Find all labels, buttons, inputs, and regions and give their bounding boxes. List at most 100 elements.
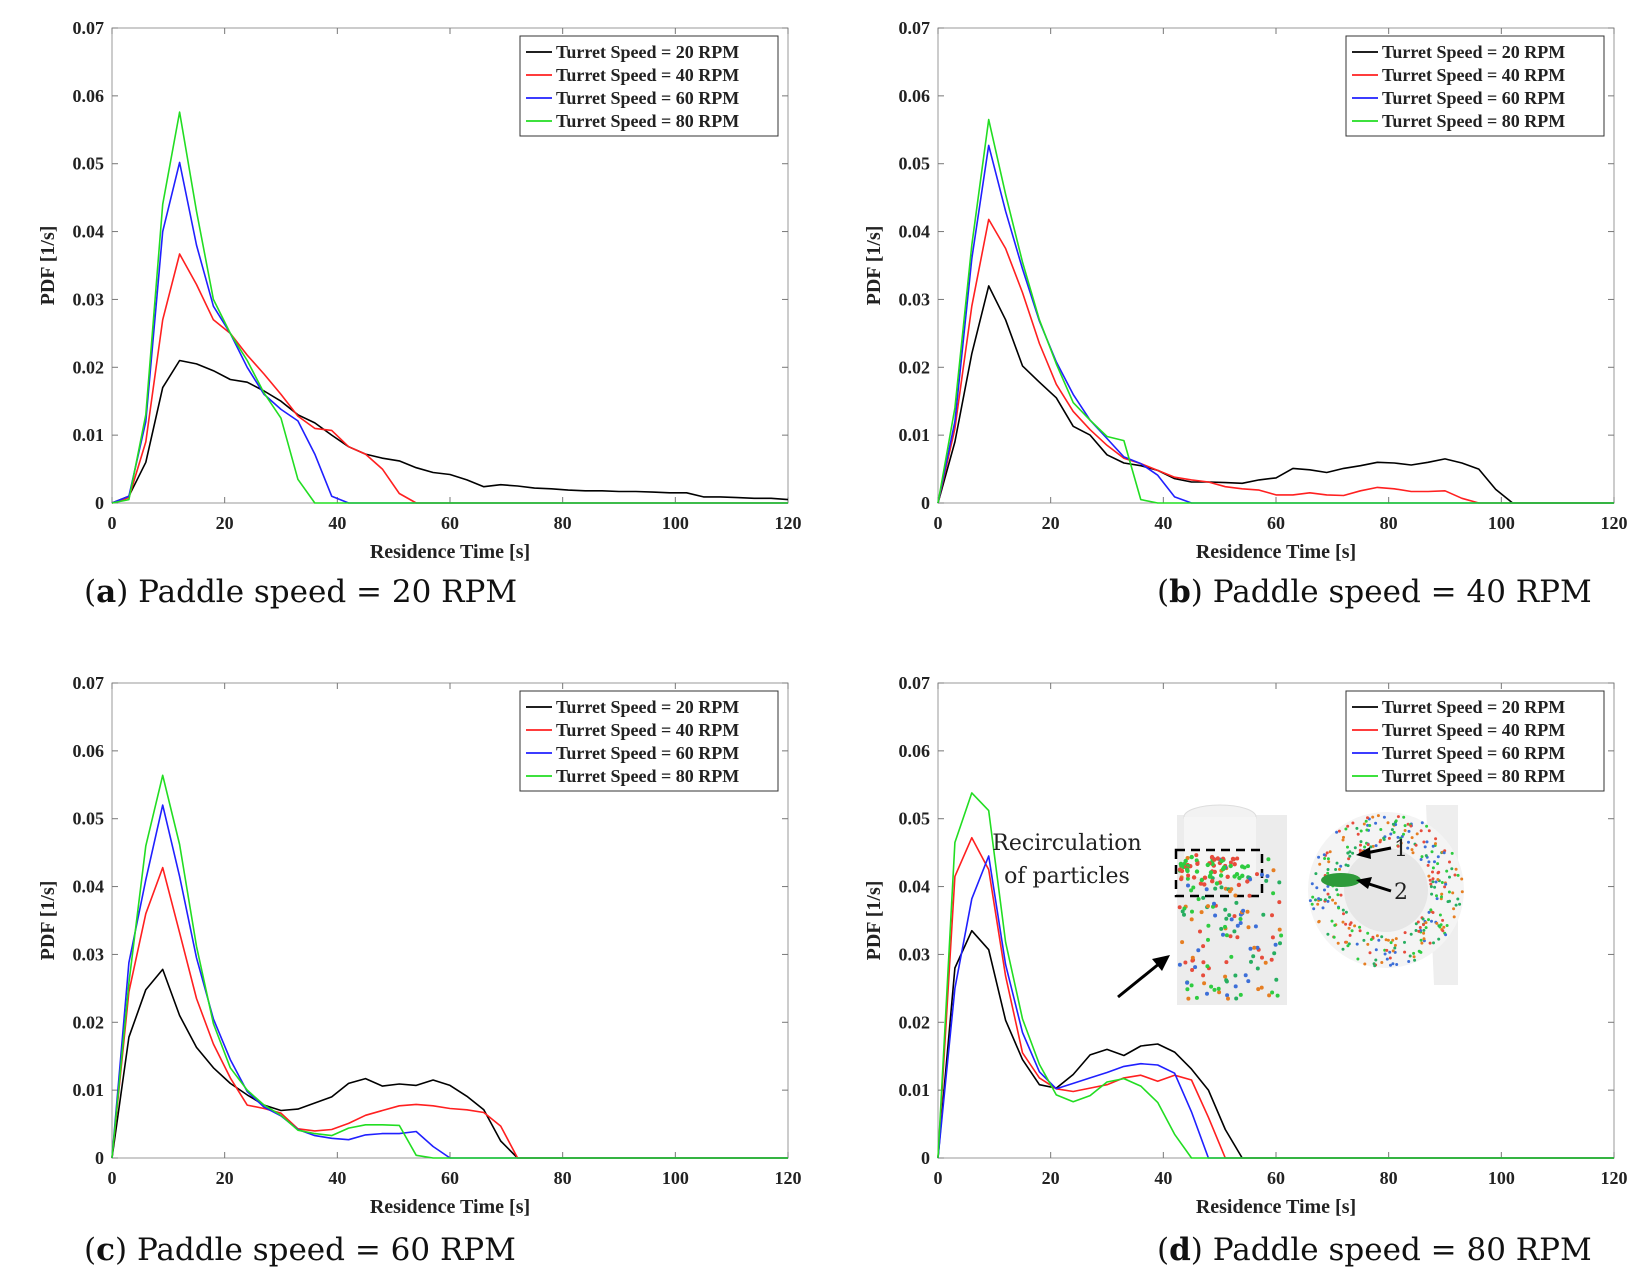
x-tick-label: 0 xyxy=(934,1168,943,1188)
y-axis-title: PDF [1/s] xyxy=(863,881,885,961)
chart-panel-b: 0 0.01 0.02 0.03 0.04 0.05 0.06 0.07 0 20 40 60 80 10… xyxy=(863,18,1628,563)
particle-dot xyxy=(1460,890,1464,894)
caption-text: ) Paddle speed = 20 RPM xyxy=(116,574,518,610)
particle-dot xyxy=(1427,910,1431,914)
particle-dot xyxy=(1207,874,1213,879)
particle-dot xyxy=(1243,973,1248,978)
x-tick-label: 40 xyxy=(328,1168,346,1188)
x-tick-label: 60 xyxy=(1267,1168,1285,1188)
particle-dot xyxy=(1437,937,1441,941)
particle-dot xyxy=(1366,843,1370,847)
particle-dot xyxy=(1351,851,1355,855)
series-line-4 xyxy=(111,774,788,1159)
particle-dot xyxy=(1366,942,1370,946)
particle-dot xyxy=(1422,840,1426,844)
particle-dot xyxy=(1213,886,1218,891)
particle-dot xyxy=(1348,933,1352,937)
particle-dot xyxy=(1407,829,1411,833)
inset-arrow xyxy=(1365,881,1392,893)
particle-dot xyxy=(1277,900,1282,905)
particle-dot xyxy=(1314,872,1318,876)
particle-dot xyxy=(1219,885,1224,890)
particle-dot xyxy=(1394,819,1398,823)
particle-dot xyxy=(1321,906,1325,910)
particle-dot xyxy=(1273,942,1278,947)
particle-dot xyxy=(1326,871,1330,875)
x-tick-label: 120 xyxy=(1601,1168,1628,1188)
particle-dot xyxy=(1335,830,1339,834)
particle-dot xyxy=(1191,885,1196,890)
particle-dot xyxy=(1437,870,1441,874)
particle-dot xyxy=(1368,951,1372,955)
particle-dot xyxy=(1333,923,1337,927)
particle-dot xyxy=(1368,824,1372,827)
particle-dot xyxy=(1359,829,1363,833)
particle-dot xyxy=(1223,907,1228,912)
particle-dot xyxy=(1260,872,1264,877)
particle-dot xyxy=(1371,815,1375,819)
particle-dot xyxy=(1234,996,1239,1001)
particle-dot xyxy=(1380,935,1384,939)
x-tick-label: 100 xyxy=(1488,1168,1515,1188)
y-tick-label: 0.02 xyxy=(73,1012,105,1032)
caption-letter: a xyxy=(96,574,117,610)
x-tick-label: 40 xyxy=(328,513,346,533)
particle-dot xyxy=(1346,824,1350,828)
particle-dot xyxy=(1424,921,1428,925)
particle-dot xyxy=(1189,917,1194,922)
particle-dot xyxy=(1365,828,1369,832)
particle-dot xyxy=(1233,984,1238,989)
particle-dot xyxy=(1215,856,1220,861)
particle-dot xyxy=(1423,845,1427,849)
particle-dot xyxy=(1434,837,1438,841)
particle-dot xyxy=(1217,990,1222,995)
particle-dot xyxy=(1271,868,1276,873)
particle-dot xyxy=(1198,929,1202,934)
particle-dot xyxy=(1358,925,1362,929)
particle-dot xyxy=(1240,873,1245,878)
particle-dot xyxy=(1270,913,1274,918)
particle-dot xyxy=(1427,918,1430,922)
particle-dot xyxy=(1431,870,1434,874)
y-tick-label: 0.04 xyxy=(73,222,105,242)
caption-text: ) Paddle speed = 60 RPM xyxy=(115,1232,516,1268)
particle-dot xyxy=(1420,821,1424,825)
particle-dot xyxy=(1422,928,1426,932)
particle-dot xyxy=(1389,963,1392,967)
x-tick-label: 0 xyxy=(934,513,943,533)
particle-dot xyxy=(1373,964,1377,968)
series-line-4 xyxy=(111,111,788,504)
particle-dot xyxy=(1177,962,1182,967)
particle-dot xyxy=(1196,897,1201,902)
particle-dot xyxy=(1406,846,1410,850)
particle-dot xyxy=(1346,944,1350,948)
caption-letter: c xyxy=(96,1232,115,1268)
particle-dot xyxy=(1428,941,1432,945)
x-tick-label: 0 xyxy=(108,513,117,533)
x-axis-title: Residence Time [s] xyxy=(1196,1196,1356,1218)
x-tick-label: 60 xyxy=(441,1168,459,1188)
particle-dot xyxy=(1420,941,1424,945)
particle-dot xyxy=(1277,927,1282,932)
particle-dot xyxy=(1332,935,1336,939)
particle-dot xyxy=(1185,980,1190,985)
particle-dot xyxy=(1369,938,1373,941)
particle-dot xyxy=(1249,959,1253,964)
y-tick-label: 0.03 xyxy=(899,289,931,309)
particle-dot xyxy=(1344,827,1348,831)
particle-dot xyxy=(1407,840,1410,844)
series-line-2 xyxy=(937,836,1614,1159)
series-line-1 xyxy=(111,968,788,1159)
x-tick-label: 120 xyxy=(1601,513,1628,533)
particle-dot xyxy=(1209,984,1214,989)
particle-dot xyxy=(1328,895,1332,899)
legend-label: Turret Speed = 20 RPM xyxy=(556,697,739,717)
caption-text: ) Paddle speed = 80 RPM xyxy=(1190,1232,1592,1268)
particle-dot xyxy=(1341,908,1345,912)
particle-dot xyxy=(1248,946,1253,951)
particle-dot xyxy=(1393,943,1397,947)
particle-dot xyxy=(1186,883,1190,888)
particle-dot xyxy=(1460,877,1464,881)
x-axis-title: Residence Time [s] xyxy=(1196,541,1356,563)
y-tick-label: 0.03 xyxy=(73,944,105,964)
